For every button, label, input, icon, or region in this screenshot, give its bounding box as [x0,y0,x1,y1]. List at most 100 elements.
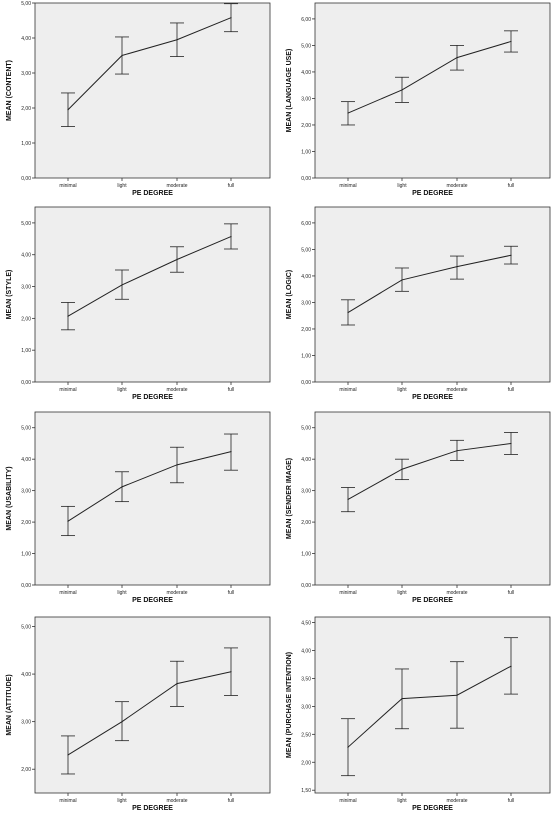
x-tick-label: moderate [166,590,187,596]
x-tick-label: moderate [446,798,467,804]
plot-area [34,616,271,794]
x-tick-label: light [397,387,407,393]
y-tick-label: 4,00 [21,457,31,463]
data-point [347,311,349,314]
series-line [67,236,232,317]
series-line [347,442,512,500]
y-tick-label: 2,00 [21,316,31,322]
y-tick-label: 6,00 [301,17,311,23]
x-axis-label: PE DEGREE [412,190,453,197]
chart-panel: 0,00 1,00 2,00 3,00 4,00 5,00 6,00 minimal light… [286,206,551,401]
y-tick-label: 2,00 [21,520,31,526]
data-point [510,442,512,445]
y-tick-label: 5,00 [21,625,31,631]
series-line [67,671,232,756]
y-tick-label: 0,00 [21,380,31,386]
chart-panel: 2,00 3,00 4,00 5,00 minimal light moderate full… [6,616,271,812]
x-axis-label: PE DEGREE [412,394,453,401]
data-point [67,754,69,756]
data-point [456,450,458,452]
y-axis-label: MEAN (LANGUAGE USE) [286,49,293,133]
y-tick-label: 4,00 [301,70,311,76]
y-tick-label: 6,00 [301,221,311,227]
y-tick-label: 1,00 [301,552,311,558]
y-tick-label: 5,00 [301,426,311,432]
data-point [230,671,232,673]
data-point [176,682,178,685]
y-tick-label: 3,00 [21,720,31,726]
plot-area [34,411,271,586]
y-axis-label: MEAN (SENDER IMAGE) [286,458,293,539]
data-point [67,315,69,317]
data-point [456,57,458,59]
chart-panel: 0,00 1,00 2,00 3,00 4,00 5,00 6,00 minimal light… [286,2,551,197]
y-tick-label: 1,50 [301,788,311,794]
data-point [176,464,178,466]
data-point [230,235,232,238]
y-tick-label: 3,00 [301,300,311,306]
x-tick-label: minimal [59,387,76,393]
series-line [347,40,512,114]
y-tick-label: 3,00 [301,96,311,102]
chart-panel: 1,50 2,00 2,50 3,00 3,50 4,00 4,50 minimal light… [286,616,551,812]
x-tick-label: moderate [166,387,187,393]
data-point [456,694,458,696]
y-tick-label: 3,50 [301,676,311,682]
y-tick-label: 0,00 [21,176,31,182]
x-tick-label: light [117,183,127,189]
x-tick-label: full [228,798,234,804]
series-line [347,665,512,748]
y-tick-label: 0,00 [301,380,311,386]
y-tick-label: 2,00 [21,106,31,112]
x-tick-label: minimal [339,590,356,596]
x-tick-label: full [508,387,514,393]
y-tick-label: 4,00 [21,672,31,678]
data-point [121,54,123,57]
data-point [121,486,123,488]
y-tick-label: 3,00 [21,489,31,495]
y-tick-label: 1,00 [21,141,31,147]
plot-area [314,2,551,179]
data-point [347,112,349,114]
x-tick-label: full [228,387,234,393]
y-tick-label: 2,00 [301,123,311,129]
y-tick-label: 5,00 [21,1,31,7]
series-line [347,254,512,313]
x-tick-label: full [508,798,514,804]
x-tick-label: moderate [446,183,467,189]
y-axis-label: MEAN (LOGIC) [286,270,293,319]
y-tick-label: 1,00 [301,149,311,155]
y-tick-label: 2,00 [301,760,311,766]
x-tick-label: light [397,590,407,596]
x-axis-label: PE DEGREE [132,597,173,604]
y-tick-label: 3,00 [21,71,31,77]
x-axis-label: PE DEGREE [132,805,173,812]
y-tick-label: 5,00 [21,221,31,227]
x-tick-label: minimal [339,387,356,393]
x-axis-label: PE DEGREE [412,597,453,604]
y-tick-label: 0,00 [301,176,311,182]
x-axis-label: PE DEGREE [132,394,173,401]
y-tick-label: 5,00 [301,43,311,49]
y-tick-label: 1,00 [21,348,31,354]
y-tick-label: 2,50 [301,732,311,738]
x-tick-label: full [228,183,234,189]
x-tick-label: minimal [339,798,356,804]
x-tick-label: moderate [166,798,187,804]
data-point [67,109,69,111]
y-tick-label: 5,00 [301,247,311,253]
x-axis-label: PE DEGREE [132,190,173,197]
y-tick-label: 0,00 [21,583,31,589]
x-tick-label: moderate [166,183,187,189]
data-point [67,520,69,522]
y-tick-label: 1,00 [301,353,311,359]
chart-panel: 0,00 1,00 2,00 3,00 4,00 5,00 minimal light mode… [6,206,271,401]
x-tick-label: full [508,183,514,189]
y-tick-label: 4,00 [21,253,31,259]
y-tick-label: 4,50 [301,621,311,627]
y-axis-label: MEAN (CONTENT) [6,60,13,121]
data-point [456,266,458,268]
y-tick-label: 4,00 [301,274,311,280]
x-tick-label: light [117,387,127,393]
